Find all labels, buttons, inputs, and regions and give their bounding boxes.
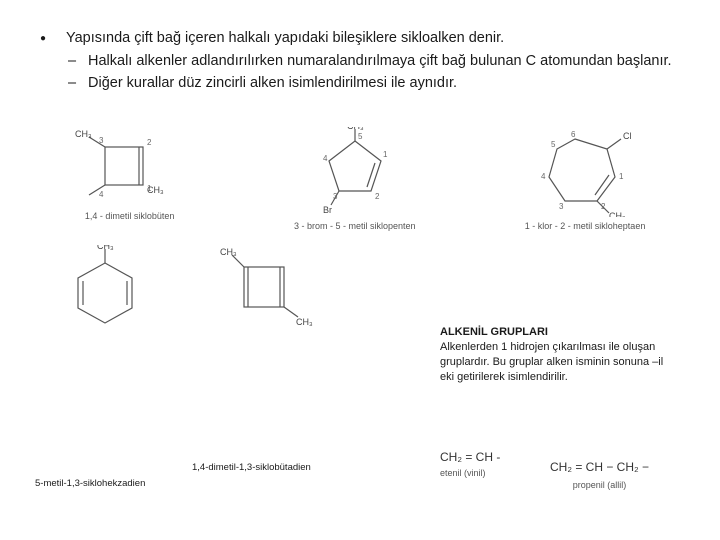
svg-text:CH₃: CH₃ (347, 127, 364, 131)
fig-cyclopentene: CH₃ Br 5 4 3 2 1 3 - brom - 5 - metil si… (294, 127, 416, 231)
cyclobutene-svg: 2 1 3 4 CH₃ CH₃ (75, 127, 185, 207)
cyclobutadiene-svg: CH₃ CH₃ (220, 245, 320, 335)
alkenyl-text: ALKENİL GRUPLARI Alkenlerden 1 hidrojen … (440, 325, 670, 384)
svg-text:2: 2 (147, 138, 152, 147)
svg-text:Br: Br (323, 205, 332, 215)
svg-text:CH₃: CH₃ (97, 245, 114, 251)
svg-text:3: 3 (559, 202, 564, 211)
main-bullet: ● Yapısında çift bağ içeren halkalı yapı… (40, 28, 680, 49)
svg-text:5: 5 (358, 132, 363, 141)
svg-text:Cl: Cl (623, 131, 632, 141)
cycloheptene-svg: Cl CH₃ 6 5 4 3 2 1 (525, 127, 645, 217)
svg-text:5: 5 (551, 140, 556, 149)
allyl-name: propenil (allil) (550, 480, 649, 490)
svg-text:CH₃: CH₃ (296, 317, 313, 327)
svg-text:2: 2 (601, 202, 606, 211)
allyl-group: CH₂ = CH − CH₂ − propenil (allil) (550, 460, 649, 490)
svg-text:1: 1 (383, 150, 388, 159)
main-bullet-text: Yapısında çift bağ içeren halkalı yapıda… (66, 28, 504, 49)
dash-1: – (68, 51, 88, 72)
svg-text:4: 4 (541, 172, 546, 181)
svg-text:CH₃: CH₃ (75, 129, 92, 139)
sub2-text: Diğer kurallar düz zincirli alken isimle… (88, 73, 457, 94)
figures-row-1: 2 1 3 4 CH₃ CH₃ 1,4 - dimetil siklobüten… (0, 105, 720, 233)
caption-1: 1,4 - dimetil siklobüten (85, 211, 175, 221)
bottom-label-2: 1,4-dimetil-1,3-siklobütadien (192, 462, 311, 473)
svg-text:4: 4 (323, 154, 328, 163)
sub1-text: Halkalı alkenler adlandırılırken numaral… (88, 51, 672, 72)
fig-cyclobutadiene: CH₃ CH₃ (220, 245, 320, 345)
svg-text:CH₃: CH₃ (609, 211, 626, 217)
svg-text:3: 3 (333, 192, 338, 201)
alkenyl-title: ALKENİL GRUPLARI (440, 326, 548, 338)
caption-2: 3 - brom - 5 - metil siklopenten (294, 221, 416, 231)
vinyl-group: CH₂ = CH - etenil (vinil) (440, 450, 500, 478)
bullet-dot: ● (40, 28, 66, 49)
fig-cyclohexadiene: CH₃ (60, 245, 150, 345)
alkenyl-body: Alkenlerden 1 hidrojen çıkarılması ile o… (440, 341, 663, 383)
svg-text:CH₃: CH₃ (220, 247, 237, 257)
allyl-formula: CH₂ = CH − CH₂ − (550, 460, 649, 474)
cyclopentene-svg: CH₃ Br 5 4 3 2 1 (295, 127, 415, 217)
sub-bullet-1: – Halkalı alkenler adlandırılırken numar… (68, 51, 680, 72)
bottom-label-1: 5-metil-1,3-siklohekzadien (35, 478, 145, 489)
dash-2: – (68, 73, 88, 94)
svg-text:1: 1 (619, 172, 624, 181)
vinyl-name: etenil (vinil) (440, 468, 500, 478)
fig-cyclobutene: 2 1 3 4 CH₃ CH₃ 1,4 - dimetil siklobüten (75, 127, 185, 231)
vinyl-formula: CH₂ = CH - (440, 450, 500, 464)
fig-cycloheptene: Cl CH₃ 6 5 4 3 2 1 1 - klor - 2 - metil … (525, 127, 646, 231)
svg-text:2: 2 (375, 192, 380, 201)
cyclohexadiene-svg: CH₃ (60, 245, 150, 345)
caption-3: 1 - klor - 2 - metil sikloheptaen (525, 221, 646, 231)
sub-bullet-2: – Diğer kurallar düz zincirli alken isim… (68, 73, 680, 94)
svg-text:4: 4 (99, 190, 104, 199)
svg-text:6: 6 (571, 130, 576, 139)
svg-text:CH₃: CH₃ (147, 185, 164, 195)
svg-text:3: 3 (99, 136, 104, 145)
